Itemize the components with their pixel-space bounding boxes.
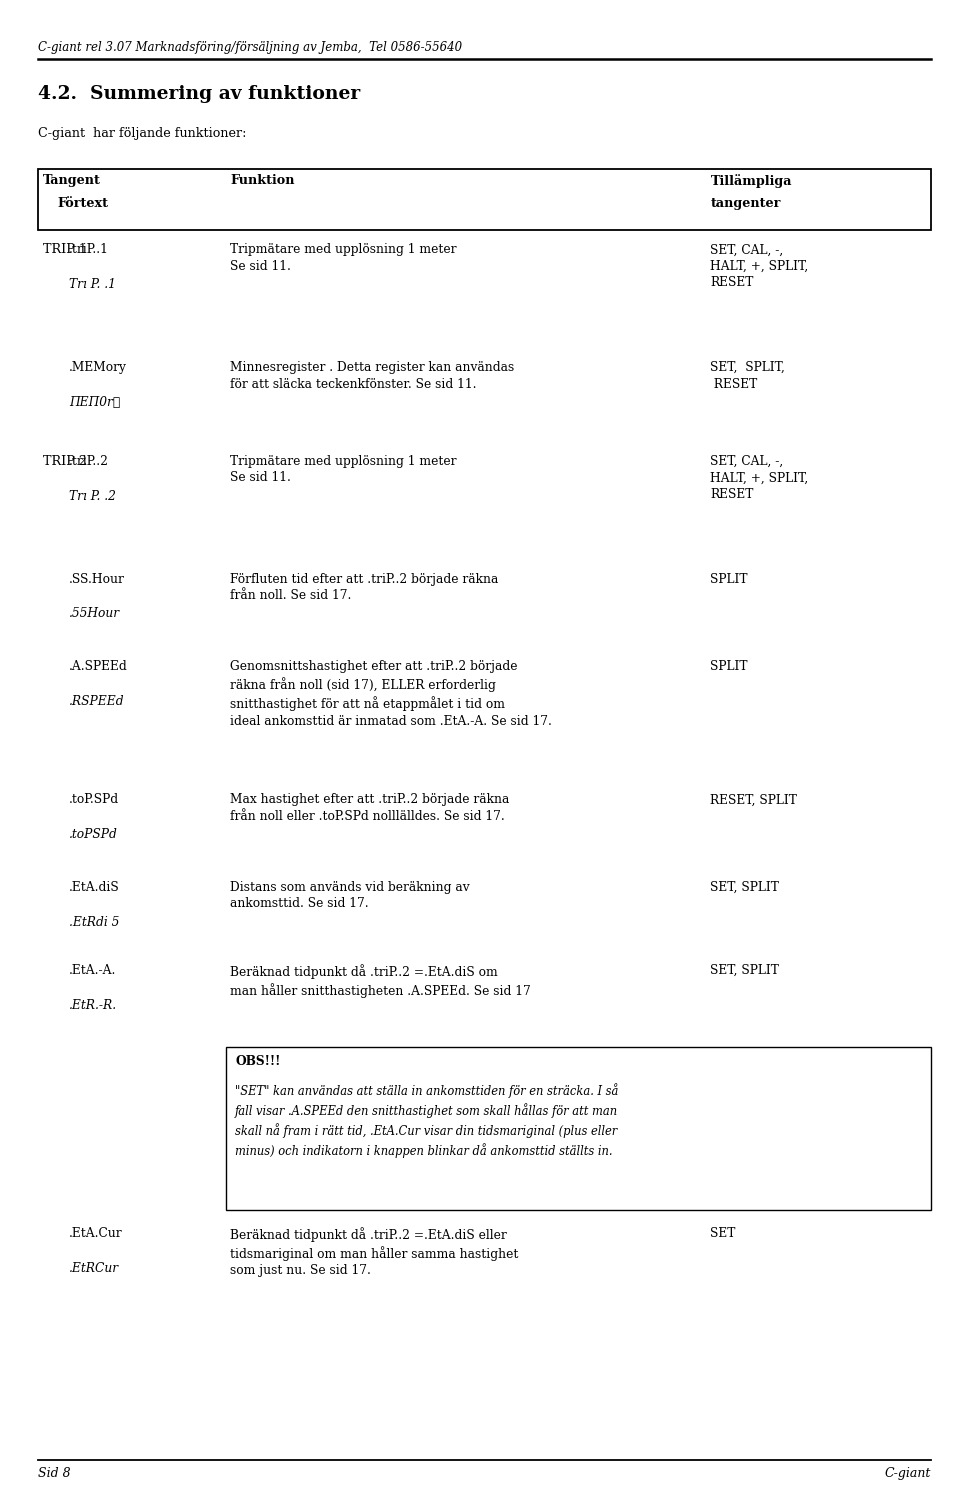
Text: SET,  SPLIT,
 RESET: SET, SPLIT, RESET xyxy=(710,361,785,391)
FancyBboxPatch shape xyxy=(226,1047,931,1210)
Text: "SET" kan användas att ställa in ankomsttiden för en sträcka. I så
fall visar .A: "SET" kan användas att ställa in ankomst… xyxy=(235,1083,618,1157)
Text: Förtext: Förtext xyxy=(58,196,108,210)
Text: Tripmätare med upplösning 1 meter
Se sid 11.: Tripmätare med upplösning 1 meter Se sid… xyxy=(230,243,457,273)
Text: Beräknad tidpunkt då .triP..2 =.EtA.diS eller
tidsmariginal om man håller samma : Beräknad tidpunkt då .triP..2 =.EtA.diS … xyxy=(230,1227,518,1277)
Text: Тrı P. .1: Тrı P. .1 xyxy=(69,278,116,292)
Text: SET, SPLIT: SET, SPLIT xyxy=(710,964,780,978)
Text: OBS!!!: OBS!!! xyxy=(235,1055,280,1068)
Text: .A.SPEEd: .A.SPEEd xyxy=(69,660,128,674)
Text: C-giant rel 3.07 Marknadsföring/försäljning av Jemba,  Tel 0586-55640: C-giant rel 3.07 Marknadsföring/försäljn… xyxy=(38,41,463,54)
Text: C-giant  har följande funktioner:: C-giant har följande funktioner: xyxy=(38,127,247,141)
Text: Max hastighet efter att .triP..2 började räkna
från noll eller .toP.SPd nollläll: Max hastighet efter att .triP..2 började… xyxy=(230,793,510,823)
Text: TRIP 2: TRIP 2 xyxy=(43,455,87,468)
Text: SET, CAL, -,
HALT, +, SPLIT,
RESET: SET, CAL, -, HALT, +, SPLIT, RESET xyxy=(710,243,808,289)
Text: ПEП0rҹ: ПEП0rҹ xyxy=(69,396,120,409)
FancyBboxPatch shape xyxy=(38,169,931,230)
Text: C-giant: C-giant xyxy=(885,1467,931,1481)
Text: Beräknad tidpunkt då .triP..2 =.EtA.diS om
man håller snitthastigheten .A.SPEEd.: Beräknad tidpunkt då .triP..2 =.EtA.diS … xyxy=(230,964,531,997)
Text: SPLIT: SPLIT xyxy=(710,660,748,674)
Text: 4.2.  Summering av funktioner: 4.2. Summering av funktioner xyxy=(38,85,361,103)
Text: .EtA.diS: .EtA.diS xyxy=(69,881,120,895)
Text: .MEMory: .MEMory xyxy=(69,361,127,375)
Text: SET: SET xyxy=(710,1227,735,1241)
Text: Genomsnittshastighet efter att .triP..2 började
räkna från noll (sid 17), ELLER : Genomsnittshastighet efter att .triP..2 … xyxy=(230,660,552,728)
Text: .triP..1: .triP..1 xyxy=(69,243,109,257)
Text: tangenter: tangenter xyxy=(710,196,780,210)
Text: .toPSPd: .toPSPd xyxy=(69,828,118,842)
Text: .SS.Hour: .SS.Hour xyxy=(69,573,125,586)
Text: Tangent: Tangent xyxy=(43,174,101,187)
Text: SET, CAL, -,
HALT, +, SPLIT,
RESET: SET, CAL, -, HALT, +, SPLIT, RESET xyxy=(710,455,808,500)
Text: Тrı P. .2: Тrı P. .2 xyxy=(69,490,116,503)
Text: .EtA.-A.: .EtA.-A. xyxy=(69,964,116,978)
Text: .EtRdі 5: .EtRdі 5 xyxy=(69,916,119,929)
Text: Sid 8: Sid 8 xyxy=(38,1467,71,1481)
Text: Funktion: Funktion xyxy=(230,174,295,187)
Text: .EtRCur: .EtRCur xyxy=(69,1262,119,1275)
Text: Distans som används vid beräkning av
ankomsttid. Se sid 17.: Distans som används vid beräkning av ank… xyxy=(230,881,470,911)
Text: .EtA.Cur: .EtA.Cur xyxy=(69,1227,123,1241)
Text: SET, SPLIT: SET, SPLIT xyxy=(710,881,780,895)
Text: .55Hour: .55Hour xyxy=(69,607,120,621)
Text: .EtR.-R.: .EtR.-R. xyxy=(69,999,117,1012)
Text: RESET, SPLIT: RESET, SPLIT xyxy=(710,793,797,807)
Text: Förfluten tid efter att .triP..2 började räkna
från noll. Se sid 17.: Förfluten tid efter att .triP..2 började… xyxy=(230,573,499,603)
Text: Tillämpliga: Tillämpliga xyxy=(710,174,792,187)
Text: Tripmätare med upplösning 1 meter
Se sid 11.: Tripmätare med upplösning 1 meter Se sid… xyxy=(230,455,457,485)
Text: TRIP 1: TRIP 1 xyxy=(43,243,87,257)
Text: SPLIT: SPLIT xyxy=(710,573,748,586)
Text: .toP.SPd: .toP.SPd xyxy=(69,793,119,807)
Text: Minnesregister . Detta register kan användas
för att släcka teckenkfönster. Se s: Minnesregister . Detta register kan anvä… xyxy=(230,361,515,391)
Text: .triP..2: .triP..2 xyxy=(69,455,109,468)
Text: .RSPEEd: .RSPEEd xyxy=(69,695,125,709)
